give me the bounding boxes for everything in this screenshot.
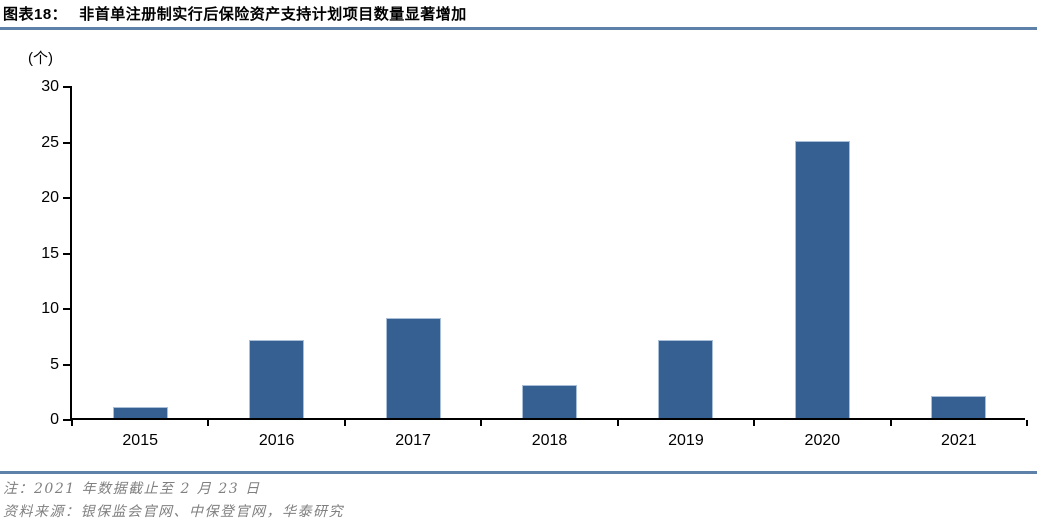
y-axis-tick bbox=[63, 197, 72, 199]
x-axis-tick bbox=[343, 420, 346, 426]
bar-2020 bbox=[794, 140, 850, 418]
bar-2017 bbox=[385, 318, 441, 418]
x-axis-tick-label: 2015 bbox=[122, 432, 158, 449]
bar-2015 bbox=[112, 406, 168, 418]
y-axis-unit-label: (个) bbox=[28, 50, 53, 67]
figure-title: 非首单注册制实行后保险资产支持计划项目数量显著增加 bbox=[79, 6, 467, 23]
y-axis-tick bbox=[63, 363, 72, 366]
chart-note: 注：2021 年数据截止至 2 月 23 日 bbox=[3, 481, 261, 497]
x-axis-tick bbox=[616, 420, 619, 426]
bar-2021 bbox=[931, 395, 987, 418]
figure-number: 图表18： bbox=[3, 6, 68, 23]
y-axis-tick bbox=[63, 86, 72, 88]
y-axis-tick-label: 15 bbox=[41, 244, 59, 262]
x-axis-tick bbox=[889, 420, 892, 426]
y-axis-tick-label: 20 bbox=[41, 189, 59, 206]
bar-2019 bbox=[658, 340, 714, 418]
x-axis-tick-label: 2018 bbox=[531, 432, 568, 449]
x-axis-tick bbox=[207, 420, 210, 426]
x-axis-tick-label: 2021 bbox=[940, 432, 977, 449]
title-divider-line bbox=[0, 27, 1037, 30]
bar-chart-plot-area: 0 5 10 15 20 25 30 2015 2016 2017 2018 2019 2020 2021 bbox=[41, 78, 1028, 449]
bar-2018 bbox=[522, 384, 577, 418]
chart-source: 资料来源：银保监会官网、中保登官网，华泰研究 bbox=[3, 504, 344, 520]
x-axis-tick bbox=[1026, 420, 1028, 426]
y-axis-tick-label: 0 bbox=[50, 411, 59, 428]
x-axis-tick bbox=[71, 420, 73, 426]
x-axis-tick-label: 2020 bbox=[804, 432, 841, 449]
x-axis-tick bbox=[753, 420, 756, 426]
figure-header: 图表18： 非首单注册制实行后保险资产支持计划项目数量显著增加 bbox=[3, 3, 467, 24]
y-axis-tick-label: 5 bbox=[50, 355, 59, 373]
y-axis-tick-label: 10 bbox=[41, 300, 59, 317]
x-axis-tick-label: 2019 bbox=[668, 432, 704, 449]
y-axis-tick bbox=[63, 419, 72, 421]
y-axis-tick-label: 30 bbox=[41, 78, 59, 95]
x-axis-tick-label: 2016 bbox=[258, 432, 295, 449]
y-axis-tick-label: 25 bbox=[41, 133, 59, 151]
bar-2016 bbox=[249, 340, 305, 418]
y-axis-tick bbox=[63, 308, 72, 310]
y-axis-tick bbox=[63, 141, 72, 144]
x-axis-tick bbox=[480, 420, 483, 426]
y-axis-tick bbox=[63, 252, 72, 255]
x-axis-tick-label: 2017 bbox=[395, 432, 431, 449]
footer-divider-line bbox=[0, 471, 1037, 474]
